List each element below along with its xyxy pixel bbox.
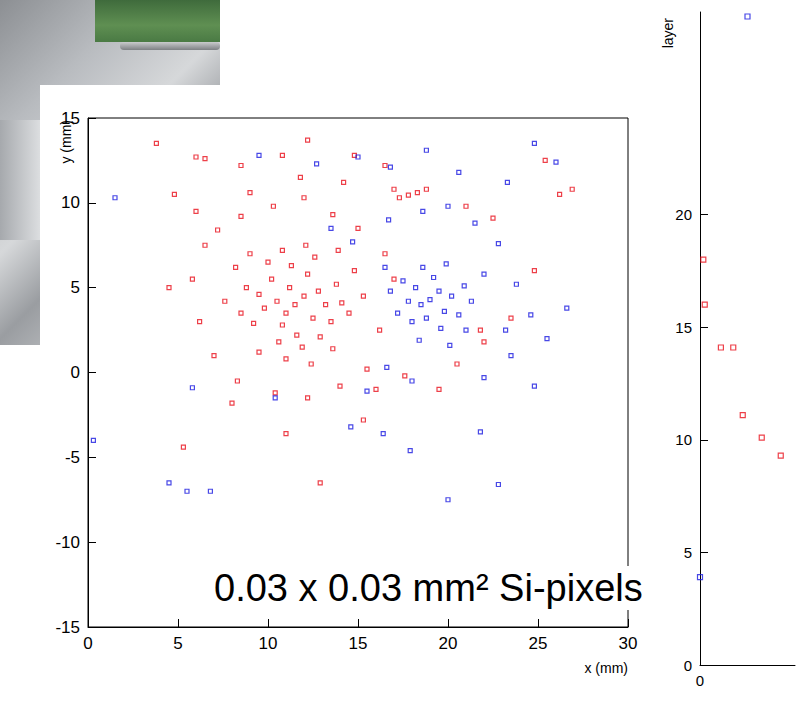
svg-text:20: 20 [439,634,458,653]
svg-text:10: 10 [61,193,80,212]
svg-text:10: 10 [675,431,692,448]
svg-text:15: 15 [675,319,692,336]
svg-text:-5: -5 [65,448,80,467]
svg-text:25: 25 [529,634,548,653]
html-text:0.03 x 0.03 mm² Si-pixels: 0.03 x 0.03 mm² Si-pixels [214,567,643,609]
svg-text:0: 0 [83,634,92,653]
svg-text:20: 20 [675,206,692,223]
svg-text:-15: -15 [55,618,80,637]
svg-text:0: 0 [696,672,704,689]
svg-text:layer: layer [660,18,676,49]
svg-text:y (mm): y (mm) [58,120,74,164]
svg-text:30: 30 [619,634,638,653]
svg-text:0: 0 [71,363,80,382]
svg-text:x (mm): x (mm) [584,660,628,676]
svg-text:15: 15 [349,634,368,653]
svg-text:5: 5 [684,544,692,561]
svg-text:5: 5 [71,278,80,297]
svg-text:15: 15 [61,109,80,128]
svg-text:10: 10 [259,634,278,653]
svg-text:-10: -10 [55,533,80,552]
svg-text:0: 0 [684,657,692,674]
svg-text:5: 5 [173,634,182,653]
